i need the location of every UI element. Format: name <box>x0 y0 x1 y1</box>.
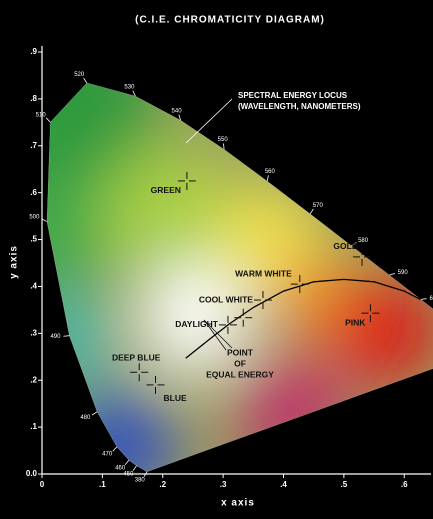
planckian-locus <box>185 278 421 359</box>
locus-tick <box>223 143 225 150</box>
x-tick-label: 0 <box>40 480 45 489</box>
annotation-pointer <box>185 98 233 144</box>
y-tick-label: .8 <box>30 94 37 103</box>
spectral-locus <box>46 82 433 473</box>
locus-tick <box>132 465 137 471</box>
locus-tick <box>309 208 314 215</box>
point-marker <box>290 275 309 294</box>
equal-energy-label: EQUAL ENERGY <box>206 369 274 379</box>
locus-tick <box>63 335 70 337</box>
wavelength-label: 480 <box>80 415 91 421</box>
x-tick-label: .6 <box>401 480 408 489</box>
point-marker <box>253 291 272 310</box>
wavelength-label: 470 <box>102 452 113 458</box>
wavelength-label: 590 <box>398 270 409 276</box>
locus-tick <box>266 175 269 182</box>
point-marker <box>361 304 380 323</box>
x-tick-label: .5 <box>341 480 348 489</box>
wavelength-label: 490 <box>50 334 61 340</box>
point-label: GREEN <box>151 185 181 195</box>
point-label: COOL WHITE <box>199 294 253 304</box>
wavelength-label: 570 <box>313 203 324 209</box>
point-marker <box>146 375 165 394</box>
x-tick-label: .4 <box>280 480 287 489</box>
point-marker <box>177 171 196 190</box>
x-axis-label: x axis <box>221 498 255 509</box>
wavelength-label: 550 <box>218 137 229 143</box>
locus-tick <box>83 77 88 84</box>
equal-energy-label: POINT <box>227 347 254 357</box>
locus-tick <box>41 218 48 222</box>
x-tick-label: .2 <box>159 480 166 489</box>
point-marker <box>234 308 253 327</box>
wavelength-label: 500 <box>29 215 40 221</box>
wavelength-label: 460 <box>115 465 126 471</box>
point-label: GOLD <box>333 241 358 251</box>
point-label: WARM WHITE <box>235 268 292 278</box>
locus-tick <box>143 471 148 477</box>
locus-annotation: SPECTRAL ENERGY LOCUS <box>238 91 348 100</box>
point-marker <box>130 363 149 382</box>
point-marker <box>218 315 237 334</box>
wavelength-label: 560 <box>265 169 276 175</box>
locus-tick <box>420 298 427 300</box>
x-tick-label: .3 <box>220 480 227 489</box>
wavelength-label: 580 <box>358 238 369 244</box>
y-tick-label: .4 <box>30 282 37 291</box>
y-tick-label: .9 <box>30 47 37 56</box>
wavelength-label: 380 <box>135 478 146 484</box>
annotation-pointer <box>203 319 233 351</box>
chart-title: (C.I.E. CHROMATICITY DIAGRAM) <box>135 15 325 26</box>
wavelength-label: 520 <box>74 72 85 78</box>
y-tick-label: .1 <box>30 422 37 431</box>
point-label: DAYLIGHT <box>175 319 218 329</box>
locus-tick <box>45 117 51 123</box>
point-marker <box>352 247 371 266</box>
wavelength-label: 450 <box>123 471 134 477</box>
wavelength-label: 540 <box>172 108 183 114</box>
locus-annotation: (WAVELENGTH, NANOMETERS) <box>238 102 361 111</box>
y-tick-label: .3 <box>30 328 37 337</box>
point-label: PINK <box>345 317 366 327</box>
locus-tick <box>389 272 396 276</box>
locus-tick <box>178 114 182 121</box>
y-tick-label: .5 <box>30 235 37 244</box>
wavelength-label: 510 <box>36 113 47 119</box>
locus-tick <box>91 411 98 416</box>
y-tick-label: .6 <box>30 188 37 197</box>
y-tick-label: 0.0 <box>26 469 38 478</box>
locus-tick <box>132 90 136 97</box>
locus-tick <box>351 242 357 247</box>
wavelength-label: 600 <box>429 296 433 302</box>
point-label: BLUE <box>164 393 187 403</box>
locus-tick <box>124 459 130 466</box>
y-axis-label: y axis <box>9 245 20 279</box>
equal-energy-label: OF <box>234 358 246 368</box>
x-tick-label: .1 <box>99 480 106 489</box>
y-tick-label: .2 <box>30 375 37 384</box>
locus-tick <box>112 446 118 452</box>
wavelength-label: 530 <box>124 85 135 91</box>
y-tick-label: .7 <box>30 141 37 150</box>
point-label: DEEP BLUE <box>112 353 161 363</box>
